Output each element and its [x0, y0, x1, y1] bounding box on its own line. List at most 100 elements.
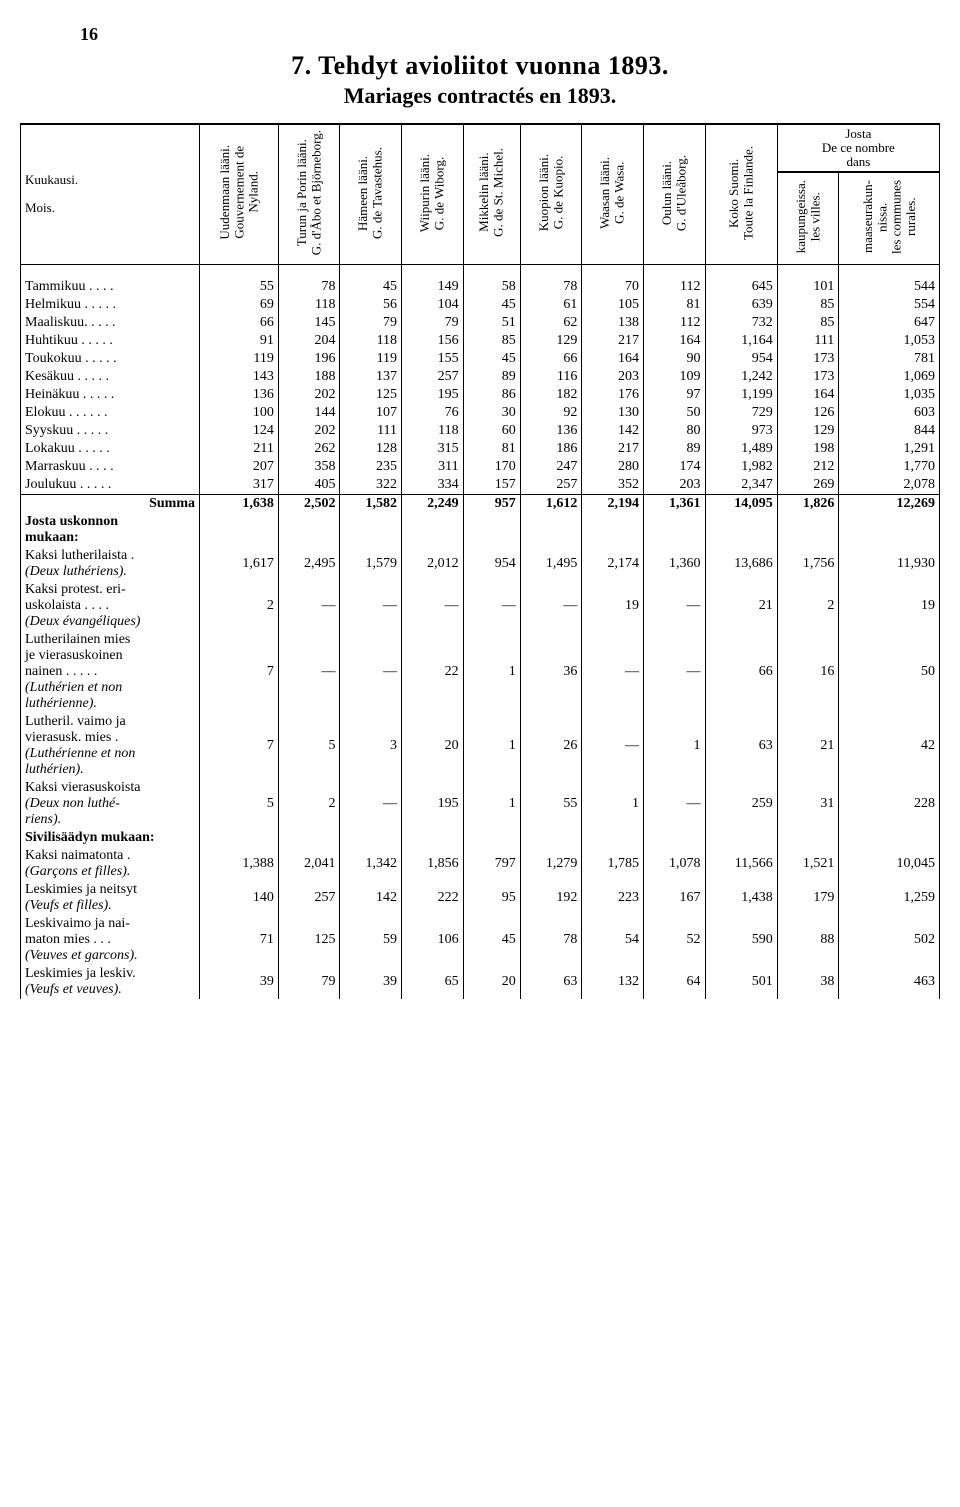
- cell: 129: [777, 422, 839, 440]
- cell: 334: [402, 476, 464, 495]
- summa-label: Summa: [21, 494, 200, 513]
- cell: 20: [402, 713, 464, 779]
- cell: 164: [582, 350, 644, 368]
- cell: 358: [278, 458, 340, 476]
- cell: 16: [777, 631, 839, 713]
- cell: 317: [200, 476, 279, 495]
- cell: 5: [278, 713, 340, 779]
- cell: 1,438: [705, 881, 777, 915]
- row-label: Kaksi protest. eri-uskolaista . . . .(De…: [21, 581, 200, 631]
- cell: 222: [402, 881, 464, 915]
- cell: 125: [278, 915, 340, 965]
- cell: 52: [643, 915, 705, 965]
- col-1: Turun ja Porin lääni.G. d'Åbo et Björneb…: [295, 126, 324, 259]
- cell: —: [582, 713, 644, 779]
- cell: 269: [777, 476, 839, 495]
- cell: 2,078: [839, 476, 940, 495]
- month-label: Joulukuu . . . . .: [21, 476, 200, 495]
- cell: 64: [643, 965, 705, 999]
- cell: 173: [777, 368, 839, 386]
- cell: 130: [582, 404, 644, 422]
- cell: —: [278, 631, 340, 713]
- cell: 212: [777, 458, 839, 476]
- cell: 36: [520, 631, 582, 713]
- cell: 1,770: [839, 458, 940, 476]
- row-label: Kaksi vierasuskoista(Deux non luthé-rien…: [21, 779, 200, 829]
- cell: 228: [839, 779, 940, 829]
- cell: 203: [643, 476, 705, 495]
- cell: 128: [340, 440, 402, 458]
- cell: 2,502: [278, 494, 340, 513]
- cell: 55: [520, 779, 582, 829]
- cell: 164: [777, 386, 839, 404]
- cell: 182: [520, 386, 582, 404]
- month-label: Maaliskuu. . . . .: [21, 314, 200, 332]
- cell: 20: [463, 965, 520, 999]
- cell: 132: [582, 965, 644, 999]
- cell: 7: [200, 713, 279, 779]
- cell: 21: [777, 713, 839, 779]
- cell: 66: [520, 350, 582, 368]
- cell: 188: [278, 368, 340, 386]
- cell: 85: [777, 296, 839, 314]
- page-number: 16: [80, 24, 940, 45]
- month-label: Heinäkuu . . . . .: [21, 386, 200, 404]
- cell: 76: [402, 404, 464, 422]
- cell: 155: [402, 350, 464, 368]
- month-label: Syyskuu . . . . .: [21, 422, 200, 440]
- cell: 21: [705, 581, 777, 631]
- cell: 70: [582, 264, 644, 296]
- month-label: Kesäkuu . . . . .: [21, 368, 200, 386]
- cell: 60: [463, 422, 520, 440]
- month-label: Tammikuu . . . .: [21, 264, 200, 296]
- cell: 119: [200, 350, 279, 368]
- cell: 79: [278, 965, 340, 999]
- cell: 1,785: [582, 847, 644, 881]
- cell: 86: [463, 386, 520, 404]
- cell: 729: [705, 404, 777, 422]
- cell: 125: [340, 386, 402, 404]
- cell: 1: [463, 713, 520, 779]
- cell: 81: [643, 296, 705, 314]
- cell: 202: [278, 386, 340, 404]
- cell: 42: [839, 713, 940, 779]
- cell: 954: [705, 350, 777, 368]
- cell: 211: [200, 440, 279, 458]
- cell: 81: [463, 440, 520, 458]
- row-label: Kaksi lutherilaista .(Deux luthériens).: [21, 547, 200, 581]
- cell: 14,095: [705, 494, 777, 513]
- cell: 63: [520, 965, 582, 999]
- cell: 1,279: [520, 847, 582, 881]
- cell: 207: [200, 458, 279, 476]
- cell: 144: [278, 404, 340, 422]
- cell: 124: [200, 422, 279, 440]
- cell: 118: [402, 422, 464, 440]
- cell: 1,521: [777, 847, 839, 881]
- cell: 137: [340, 368, 402, 386]
- month-label: Helmikuu . . . . .: [21, 296, 200, 314]
- cell: 149: [402, 264, 464, 296]
- cell: 58: [463, 264, 520, 296]
- cell: 1,164: [705, 332, 777, 350]
- col-3: Wiipurin lääni.G. de Wiborg.: [418, 150, 447, 236]
- cell: 247: [520, 458, 582, 476]
- cell: 1,360: [643, 547, 705, 581]
- cell: 1,826: [777, 494, 839, 513]
- cell: 502: [839, 915, 940, 965]
- cell: 235: [340, 458, 402, 476]
- cell: 12,269: [839, 494, 940, 513]
- cell: 78: [520, 915, 582, 965]
- cell: 170: [463, 458, 520, 476]
- cell: 95: [463, 881, 520, 915]
- cell: 7: [200, 631, 279, 713]
- cell: 1,579: [340, 547, 402, 581]
- cell: 217: [582, 440, 644, 458]
- cell: 1,756: [777, 547, 839, 581]
- cell: 19: [839, 581, 940, 631]
- cell: 112: [643, 314, 705, 332]
- cell: 66: [200, 314, 279, 332]
- col-10: maaseurakun-nissa.les communesrurales.: [861, 176, 918, 258]
- cell: 66: [705, 631, 777, 713]
- cell: 89: [643, 440, 705, 458]
- cell: —: [643, 581, 705, 631]
